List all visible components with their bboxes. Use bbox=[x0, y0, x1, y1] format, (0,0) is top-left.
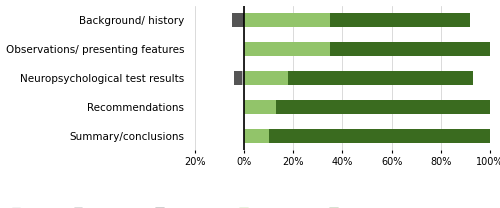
Bar bbox=[232, 13, 244, 27]
Bar bbox=[244, 42, 330, 56]
Bar bbox=[242, 71, 244, 85]
Bar bbox=[288, 71, 473, 85]
Bar bbox=[244, 129, 268, 143]
Bar bbox=[276, 100, 490, 114]
Bar bbox=[330, 42, 490, 56]
Legend: Undecided, Not very useful, Not at all useful, Somewhat useful, Very useful: Undecided, Not very useful, Not at all u… bbox=[8, 204, 392, 208]
Bar bbox=[268, 129, 490, 143]
Bar bbox=[330, 13, 470, 27]
Bar bbox=[234, 71, 242, 85]
Bar bbox=[244, 71, 288, 85]
Bar bbox=[244, 13, 330, 27]
Bar bbox=[244, 100, 276, 114]
